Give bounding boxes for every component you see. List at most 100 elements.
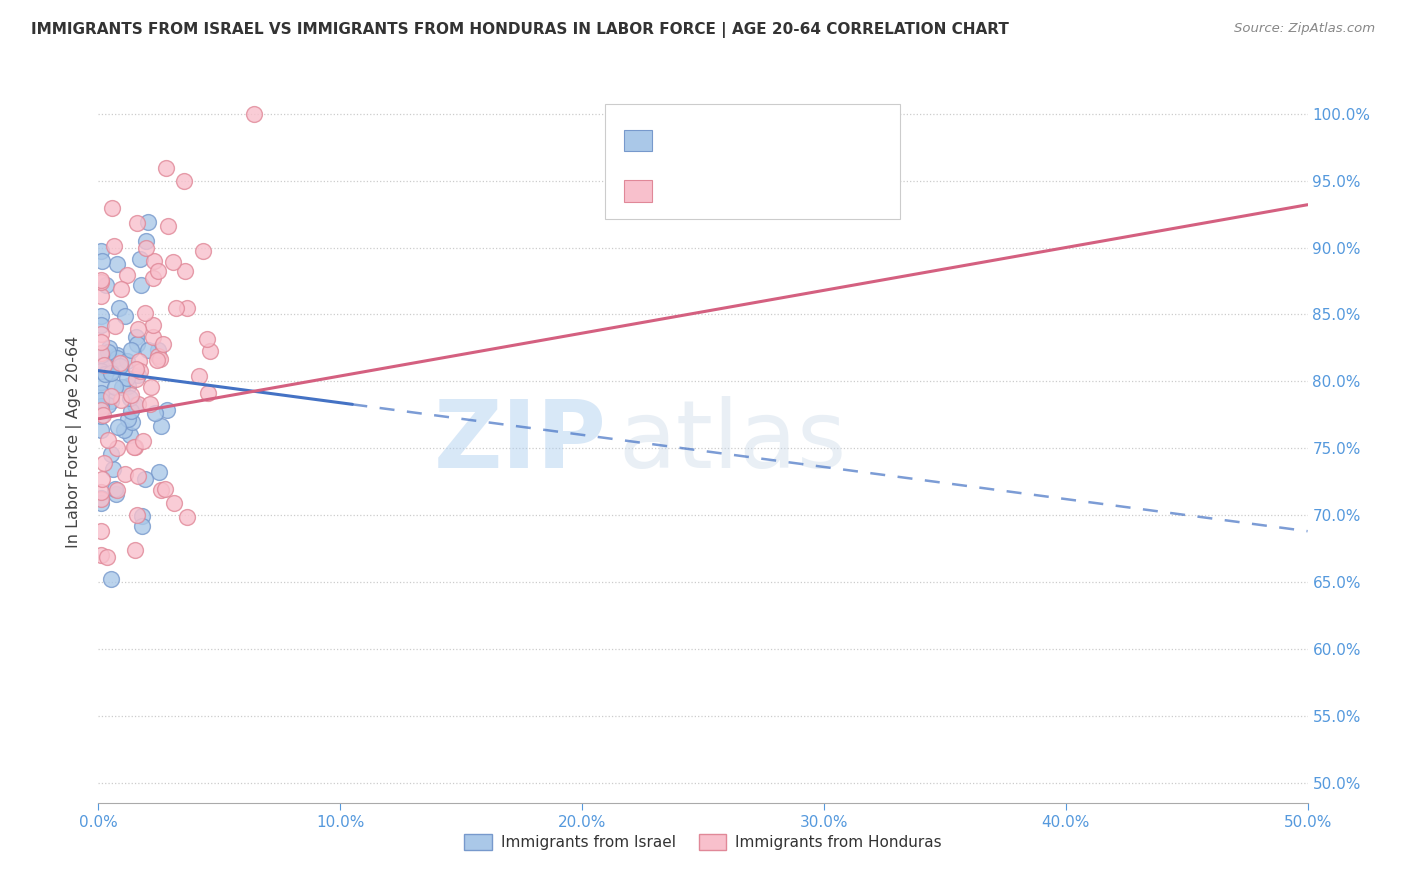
Point	[91, 408, 114, 422]
Point	[90, 310, 112, 324]
Point	[174, 264, 197, 278]
Point	[129, 252, 152, 267]
Point	[176, 301, 198, 315]
Point	[91, 472, 114, 486]
Point	[129, 277, 152, 292]
Point	[142, 318, 165, 332]
Point	[188, 369, 211, 384]
Point	[93, 358, 115, 372]
Point	[90, 548, 112, 562]
Point	[139, 380, 162, 394]
Point	[120, 388, 142, 402]
Point	[135, 234, 157, 248]
Point	[107, 420, 129, 434]
Point	[127, 322, 149, 336]
Point	[162, 255, 184, 269]
Point	[110, 282, 132, 296]
Point	[120, 403, 142, 417]
Text: R =: R =	[659, 133, 697, 148]
Point	[120, 391, 142, 405]
Point	[146, 353, 169, 368]
Point	[150, 483, 173, 497]
Point	[108, 359, 131, 373]
Point	[173, 174, 195, 188]
Point	[127, 397, 149, 411]
Point	[90, 485, 112, 500]
Text: 0.334: 0.334	[699, 184, 747, 198]
Point	[100, 389, 122, 403]
Point	[146, 343, 169, 358]
Point	[105, 257, 128, 271]
Point	[90, 392, 112, 407]
Point	[134, 306, 156, 320]
Point	[152, 337, 174, 351]
Point	[90, 327, 112, 342]
Point	[132, 434, 155, 448]
Point	[97, 344, 120, 359]
Point	[135, 241, 157, 255]
Text: -0.280: -0.280	[699, 133, 756, 148]
Point	[90, 334, 112, 349]
Point	[103, 462, 125, 476]
Text: N = 72: N = 72	[755, 184, 832, 198]
Point	[112, 423, 135, 437]
Point	[156, 402, 179, 417]
Point	[104, 482, 127, 496]
Point	[111, 380, 134, 394]
Point	[90, 386, 112, 401]
Point	[136, 343, 159, 358]
Point	[125, 372, 148, 386]
Point	[108, 301, 131, 315]
Point	[90, 524, 112, 538]
Point	[142, 253, 165, 268]
Point	[90, 276, 112, 290]
Point	[131, 508, 153, 523]
Point	[149, 351, 172, 366]
Point	[105, 483, 128, 497]
Point	[127, 368, 149, 382]
Point	[122, 440, 145, 454]
Point	[146, 350, 169, 364]
Point	[108, 356, 131, 370]
Point	[120, 428, 142, 442]
Point	[138, 397, 160, 411]
Point	[91, 254, 114, 268]
Point	[127, 336, 149, 351]
Text: IMMIGRANTS FROM ISRAEL VS IMMIGRANTS FROM HONDURAS IN LABOR FORCE | AGE 20-64 CO: IMMIGRANTS FROM ISRAEL VS IMMIGRANTS FRO…	[31, 22, 1010, 38]
Point	[100, 573, 122, 587]
Point	[134, 472, 156, 486]
Point	[165, 301, 187, 316]
Point	[128, 354, 150, 368]
Point	[124, 440, 146, 454]
Point	[93, 457, 115, 471]
Point	[90, 349, 112, 363]
Text: Source: ZipAtlas.com: Source: ZipAtlas.com	[1234, 22, 1375, 36]
Point	[104, 318, 127, 333]
Point	[100, 447, 122, 461]
Point	[105, 351, 128, 365]
Point	[125, 330, 148, 344]
Point	[197, 386, 219, 401]
Point	[155, 161, 177, 176]
Point	[97, 398, 120, 412]
Point	[110, 392, 132, 407]
Point	[90, 409, 112, 424]
Y-axis label: In Labor Force | Age 20-64: In Labor Force | Age 20-64	[66, 335, 83, 548]
Point	[101, 202, 124, 216]
Point	[105, 348, 128, 362]
Point	[94, 367, 117, 381]
Point	[117, 412, 139, 426]
Point	[90, 318, 112, 333]
Point	[90, 388, 112, 402]
Point	[198, 344, 221, 359]
Point	[90, 403, 112, 417]
Point	[125, 362, 148, 376]
Point	[90, 491, 112, 506]
Text: ZIP: ZIP	[433, 395, 606, 488]
Point	[100, 364, 122, 378]
Point	[96, 550, 118, 565]
Point	[90, 496, 112, 510]
Point	[121, 415, 143, 429]
Point	[90, 376, 112, 390]
Point	[148, 264, 170, 278]
